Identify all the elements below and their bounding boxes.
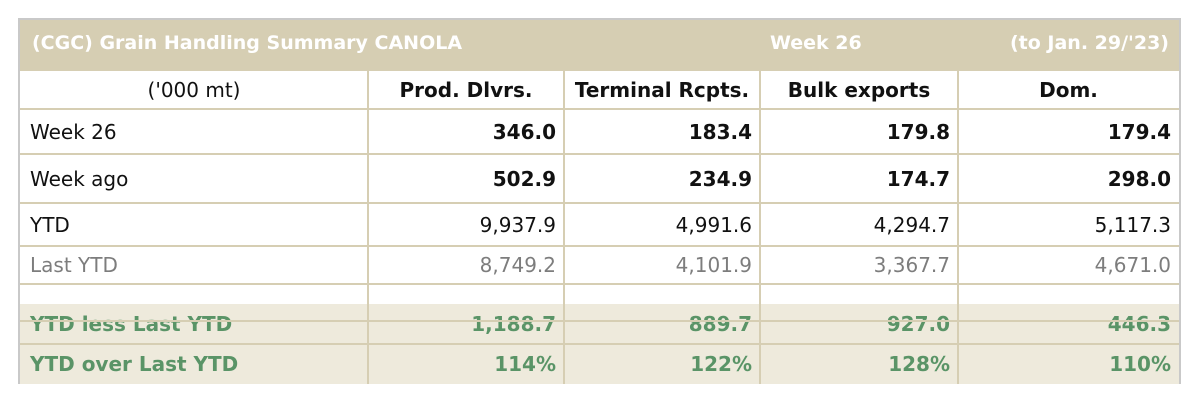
row-label: Week ago [30, 166, 129, 191]
table-title: (CGC) Grain Handling Summary CANOLA [32, 32, 463, 54]
row-label: YTD over Last YTD [20, 344, 368, 384]
table-cell: 3,367.7 [873, 253, 950, 277]
table-cell: 927.0 [760, 304, 958, 344]
column-header: Dom. [1039, 78, 1098, 102]
table-cell: 8,749.2 [479, 253, 556, 277]
table-cell: 110% [958, 344, 1179, 384]
table-cell: 114% [368, 344, 564, 384]
table-cell: 5,117.3 [1094, 212, 1171, 237]
table-row: Week 26 346.0 183.4 179.8 179.4 [20, 109, 1179, 154]
table-cell: 174.7 [886, 166, 950, 191]
table-cell: 183.4 [688, 119, 752, 144]
table-row: YTD 9,937.9 4,991.6 4,294.7 5,117.3 [20, 203, 1179, 246]
unit-header: ('000 mt) [147, 78, 241, 102]
column-header: Terminal Rcpts. [574, 78, 750, 102]
row-divider [20, 283, 1179, 285]
row-divider [20, 153, 1179, 155]
table-title-bar: (CGC) Grain Handling Summary CANOLA Week… [20, 20, 1179, 71]
row-divider [20, 343, 1179, 345]
row-label: Week 26 [30, 119, 117, 144]
table-cell: 298.0 [1107, 166, 1171, 191]
row-label: YTD less Last YTD [20, 304, 368, 344]
table-cell: 122% [564, 344, 760, 384]
column-header: Bulk exports [787, 78, 931, 102]
row-divider [20, 108, 1179, 110]
row-divider [20, 320, 1179, 322]
table-row: YTD less Last YTD 1,188.7 889.7 927.0 44… [20, 304, 1179, 344]
table-cell: 4,101.9 [675, 253, 752, 277]
table-cell: 1,188.7 [368, 304, 564, 344]
week-label: Week 26 [770, 32, 862, 54]
column-divider [367, 71, 369, 384]
column-divider [563, 71, 565, 384]
table-cell: 179.4 [1107, 119, 1171, 144]
row-divider [20, 202, 1179, 204]
table-cell: 446.3 [958, 304, 1179, 344]
row-divider [20, 245, 1179, 247]
table-cell: 4,294.7 [873, 212, 950, 237]
table-cell: 9,937.9 [479, 212, 556, 237]
table-cell: 502.9 [492, 166, 556, 191]
table-cell: 889.7 [564, 304, 760, 344]
table-cell: 128% [760, 344, 958, 384]
row-label: Last YTD [30, 253, 118, 277]
column-divider [759, 71, 761, 384]
table-cell: 4,991.6 [675, 212, 752, 237]
table-cell: 4,671.0 [1094, 253, 1171, 277]
table-cell: 179.8 [886, 119, 950, 144]
period-label: (to Jan. 29/'23) [1009, 32, 1169, 54]
column-divider [957, 71, 959, 384]
column-header: Prod. Dlvrs. [399, 78, 533, 102]
row-label: YTD [30, 212, 70, 237]
canola-summary-table: (CGC) Grain Handling Summary CANOLA Week… [18, 18, 1181, 384]
table-row: Week ago 502.9 234.9 174.7 298.0 [20, 154, 1179, 203]
table-cell: 346.0 [492, 119, 556, 144]
table-cell: 234.9 [688, 166, 752, 191]
table-row: Last YTD 8,749.2 4,101.9 3,367.7 4,671.0 [20, 246, 1179, 284]
table-row: YTD over Last YTD 114% 122% 128% 110% [20, 344, 1179, 384]
column-header-row: ('000 mt) Prod. Dlvrs. Terminal Rcpts. B… [20, 71, 1179, 109]
